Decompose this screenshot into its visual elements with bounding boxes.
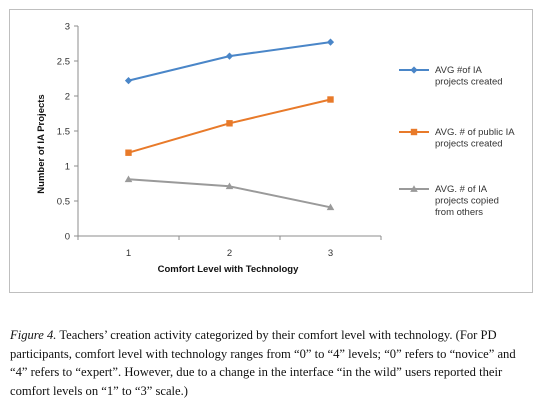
data-point: [124, 77, 133, 85]
x-axis-title: Comfort Level with Technology: [158, 264, 299, 275]
data-point: [326, 38, 335, 46]
legend-marker-3: [410, 185, 418, 192]
legend-marker-2: [410, 128, 418, 136]
y-tick-label: 2.5: [57, 56, 70, 67]
legend-label-3: from others: [435, 207, 483, 218]
legend-marker-1: [410, 66, 418, 74]
data-point: [124, 175, 133, 183]
series-line-1: [128, 41, 331, 82]
legend-label-3: AVG. # of IA: [435, 184, 488, 195]
y-tick-label: 0.5: [57, 196, 70, 207]
figure-caption: Figure 4. Teachers’ creation activity ca…: [10, 326, 536, 400]
y-tick-label: 1.5: [57, 126, 70, 137]
data-point: [326, 203, 335, 211]
legend-label-1: AVG #of IA: [435, 65, 482, 76]
data-point: [125, 149, 132, 156]
axes: 0 0.5 1 1.5 2 2.5 3 1 2 3: [57, 21, 382, 259]
figure-label: Figure 4.: [10, 328, 57, 342]
legend-label-3: projects copied: [435, 196, 499, 207]
x-tick-label: 2: [227, 248, 232, 259]
y-tick-label: 2: [65, 91, 70, 102]
legend-label-1: projects created: [435, 77, 503, 88]
data-point: [327, 96, 334, 103]
caption-text: Teachers’ creation activity categorized …: [10, 328, 516, 398]
data-point: [225, 182, 234, 190]
series-layer: [124, 38, 335, 211]
y-axis-title: Number of IA Projects: [36, 94, 47, 193]
y-tick-label: 3: [65, 21, 70, 32]
data-point: [226, 120, 233, 127]
legend-label-2: projects created: [435, 139, 503, 150]
legend-label-2: AVG. # of public IA: [435, 127, 515, 138]
x-tick-label: 3: [328, 248, 333, 259]
chart-frame: 0 0.5 1 1.5 2 2.5 3 1 2 3 AVG #of IA projects crea…: [9, 9, 533, 293]
data-point: [225, 52, 234, 60]
x-tick-label: 1: [126, 248, 131, 259]
y-tick-label: 1: [65, 161, 70, 172]
y-tick-label: 0: [65, 231, 70, 242]
